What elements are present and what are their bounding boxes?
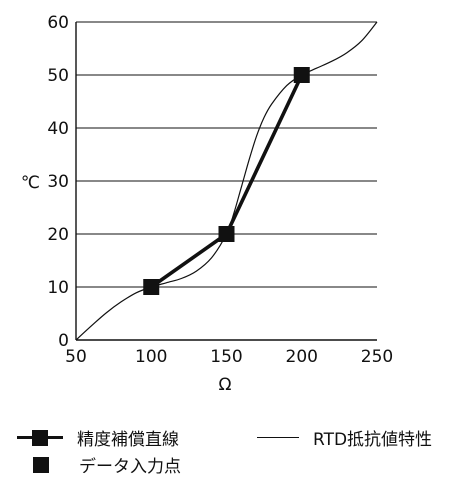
y-tick-label: 30 xyxy=(47,172,69,192)
x-tick-label: 250 xyxy=(361,347,393,367)
axes xyxy=(75,22,377,341)
y-tick-label: 40 xyxy=(47,119,69,139)
y-tick-label: 10 xyxy=(47,278,69,298)
x-tick-label: 100 xyxy=(135,347,167,367)
legend-label-compensation: 精度補償直線 xyxy=(77,430,179,450)
data-point xyxy=(143,279,160,295)
y-tick-label: 50 xyxy=(47,66,69,86)
data-point xyxy=(218,226,235,242)
rtd-characteristic-line xyxy=(75,21,378,341)
data-point xyxy=(293,67,310,83)
legend-swatch-points xyxy=(33,456,49,473)
legend-item-points: データ入力点 xyxy=(17,452,181,477)
grid xyxy=(76,21,377,288)
y-tick-label: 60 xyxy=(47,13,69,33)
x-tick-label: 200 xyxy=(286,347,318,367)
legend-swatch-compensation xyxy=(17,429,63,446)
x-tick-labels: 50 100 150 200 250 xyxy=(65,347,393,367)
y-tick-labels: 0 10 20 30 40 50 60 xyxy=(47,13,69,351)
legend-label-points: データ入力点 xyxy=(79,457,181,477)
x-tick-label: 150 xyxy=(210,347,242,367)
data-points xyxy=(143,67,310,295)
legend-swatch-rtd xyxy=(257,437,299,438)
x-axis-label: Ω xyxy=(219,375,232,395)
y-axis-label: ℃ xyxy=(21,173,40,193)
y-tick-label: 0 xyxy=(58,331,69,351)
legend-item-rtd: RTD抵抗値特性 xyxy=(257,425,432,450)
y-tick-label: 20 xyxy=(47,225,69,245)
legend-item-compensation: 精度補償直線 xyxy=(17,425,179,450)
chart: 0 10 20 30 40 50 60 50 100 150 200 250 ℃ Ω xyxy=(21,13,393,395)
legend-label-rtd: RTD抵抗値特性 xyxy=(313,430,433,450)
x-tick-label: 50 xyxy=(65,347,87,367)
